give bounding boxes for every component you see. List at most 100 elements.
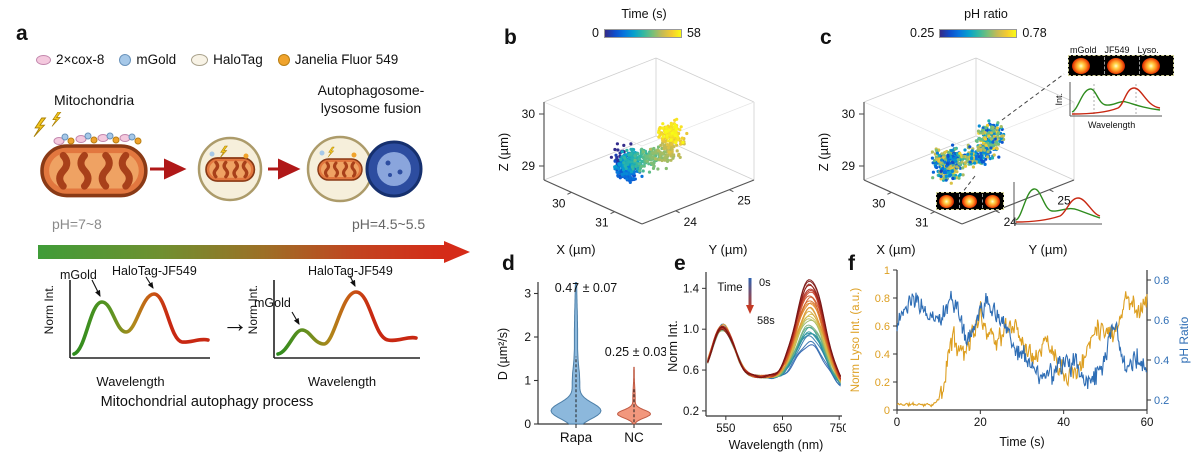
ph-colorbar-min: 0.25 <box>910 26 935 40</box>
svg-text:31: 31 <box>915 216 929 230</box>
svg-text:NC: NC <box>624 430 644 445</box>
panel-label-c: c <box>820 26 832 49</box>
cox8-marker-icon <box>36 54 51 65</box>
autophagosome-illustration <box>197 136 263 202</box>
svg-text:29: 29 <box>522 159 536 173</box>
halotag-marker-icon <box>191 53 209 66</box>
fluorescence-blob-icon <box>962 195 977 208</box>
svg-text:0.2: 0.2 <box>1154 395 1169 407</box>
svg-text:Norm Int.: Norm Int. <box>666 320 680 371</box>
sketch1-xlabel: Wavelength <box>96 374 165 389</box>
svg-text:30: 30 <box>842 107 856 121</box>
svg-text:D (µm²/s): D (µm²/s) <box>496 328 510 380</box>
ph-end-label: pH=4.5~5.5 <box>352 216 426 232</box>
ph-colorbar-gradient <box>939 28 1018 38</box>
fluorescence-blob-icon <box>985 195 1000 208</box>
svg-text:Wavelength (nm): Wavelength (nm) <box>729 438 824 452</box>
legend-item-halotag: HaloTag <box>191 52 263 67</box>
peak-label-mgold-2: mGold <box>254 296 291 310</box>
stage-fusion-label: Autophagosome- lysosome fusion <box>286 82 456 117</box>
legend-label-jf549: Janelia Fluor 549 <box>294 52 399 67</box>
svg-text:25: 25 <box>737 194 751 208</box>
svg-text:3: 3 <box>524 287 531 301</box>
ph-colorbar: 0.25 0.78 <box>910 26 1047 40</box>
svg-text:0.2: 0.2 <box>683 406 699 418</box>
panel-label-a: a <box>16 22 28 45</box>
inset-label-mgold: mGold <box>1070 45 1097 55</box>
svg-text:1: 1 <box>524 374 531 388</box>
legend-item-jf549: Janelia Fluor 549 <box>277 52 399 67</box>
stage-fusion-line1: Autophagosome- <box>317 82 425 98</box>
autophagy-schematic-illustration <box>33 112 423 203</box>
time-colorbar-max: 58 <box>686 26 701 40</box>
svg-text:2: 2 <box>524 330 531 344</box>
svg-text:Y (µm): Y (µm) <box>1028 242 1067 257</box>
time-colorbar-title: Time (s) <box>621 7 667 21</box>
panel-label-d: d <box>502 252 515 275</box>
svg-text:0: 0 <box>524 417 531 431</box>
svg-text:31: 31 <box>595 216 609 230</box>
peak-label-halotag-2: HaloTag-JF549 <box>308 264 393 278</box>
time-colorbar: 0 58 <box>592 26 701 40</box>
fluorophore-markers <box>53 132 142 145</box>
inset-label-lyso: Lyso. <box>1137 45 1159 55</box>
spectra-sketch-before <box>69 276 210 359</box>
svg-text:24: 24 <box>684 215 698 229</box>
lightning-icon <box>33 117 47 138</box>
mgold-marker-icon <box>119 53 132 66</box>
spectra-sketch-after <box>273 275 420 359</box>
svg-text:1.4: 1.4 <box>683 283 700 295</box>
svg-text:0.6: 0.6 <box>1154 315 1169 327</box>
svg-text:X (µm): X (µm) <box>556 242 595 257</box>
svg-text:0: 0 <box>894 417 900 429</box>
peak-label-halotag-1: HaloTag-JF549 <box>112 264 197 278</box>
svg-text:25: 25 <box>1057 194 1071 208</box>
panel-label-e: e <box>674 252 686 275</box>
ph-gradient-arrow <box>38 241 478 263</box>
trajectory-3d-ph-chart: 30 29 30 31 24 25 Z (µm) X (µm) Y (µm) <box>812 48 1112 260</box>
svg-text:Z (µm): Z (µm) <box>496 133 511 172</box>
legend-label-mgold: mGold <box>136 52 177 67</box>
transition-arrow-icon: → <box>222 308 248 338</box>
svg-text:1.0: 1.0 <box>683 324 699 336</box>
panel-a-legend: 2×cox-8 mGold HaloTag Janelia Fluor 549 <box>36 52 398 67</box>
inset-wavelength-label: Wavelength <box>1088 120 1136 130</box>
lyso-ph-time-chart: 1 0.8 0.6 0.4 0.2 0 0.8 0.6 0.4 0.2 0 20 40 60 Time (s… <box>845 258 1199 458</box>
svg-text:0s: 0s <box>759 277 771 289</box>
three-channel-image-strip-top <box>1068 55 1174 76</box>
stage-mitochondria-label: Mitochondria <box>54 92 135 108</box>
stage-fusion-line2: lysosome fusion <box>320 99 422 116</box>
svg-text:Rapa: Rapa <box>560 430 593 445</box>
ph-start-label: pH=7~8 <box>52 216 102 232</box>
legend-label-halotag: HaloTag <box>213 52 263 67</box>
inset-spectrum-top <box>1069 82 1162 117</box>
svg-text:Time: Time <box>717 282 742 294</box>
svg-text:pH Ratio: pH Ratio <box>1177 316 1191 363</box>
svg-text:Y (µm): Y (µm) <box>708 242 747 257</box>
svg-text:40: 40 <box>1057 417 1070 429</box>
spectra-time-chart: 0.2 0.6 1.0 1.4 550 650 750 Wavelength (nm) Norm… <box>666 258 849 458</box>
svg-text:30: 30 <box>552 196 566 210</box>
time-colorbar-gradient <box>603 28 682 38</box>
svg-text:Time (s): Time (s) <box>999 435 1044 449</box>
svg-text:1: 1 <box>884 265 890 277</box>
mitochondrion-illustration <box>33 112 146 196</box>
inset-cell-labels: mGold JF549 Lyso. <box>1054 45 1196 55</box>
panel-label-f: f <box>848 252 855 275</box>
svg-text:650: 650 <box>773 423 792 435</box>
lightning-icon <box>51 112 62 127</box>
svg-text:Z (µm): Z (µm) <box>816 133 831 172</box>
panel-label-b: b <box>504 26 517 49</box>
diffusion-violin-chart: 0 1 2 3 D (µm²/s) 0.47 ± 0.07 0.25 ± 0.03 Rapa N… <box>494 258 667 458</box>
time-colorbar-min: 0 <box>592 26 599 40</box>
svg-text:750: 750 <box>830 423 846 435</box>
autolysosome-illustration <box>306 135 423 203</box>
ph-colorbar-title: pH ratio <box>964 7 1008 21</box>
fluorescence-blob-icon <box>1072 58 1090 74</box>
svg-text:0.4: 0.4 <box>1154 355 1169 367</box>
svg-text:0.4: 0.4 <box>875 349 890 361</box>
panel-c-top-inset: mGold JF549 Lyso. Int. Wavelength <box>1054 45 1196 130</box>
svg-text:0.8: 0.8 <box>875 293 890 305</box>
svg-text:0.47 ± 0.07: 0.47 ± 0.07 <box>555 281 618 295</box>
